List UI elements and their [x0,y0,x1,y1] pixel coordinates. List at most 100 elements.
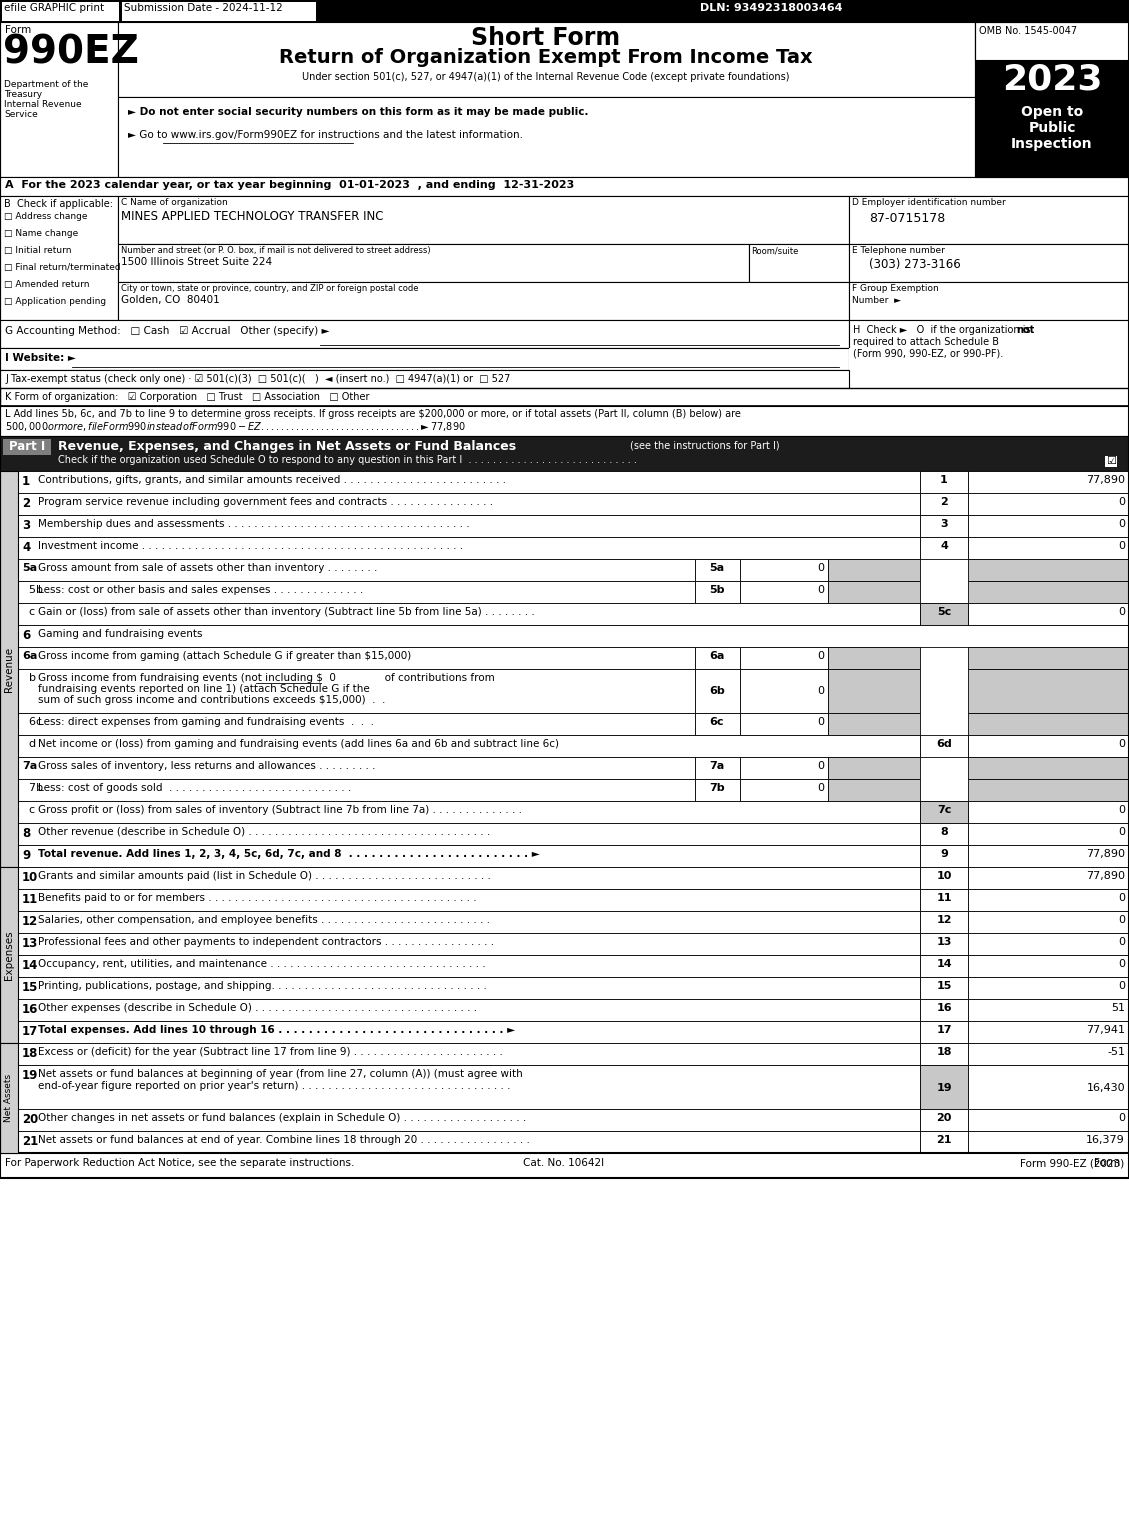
Text: 14: 14 [936,959,952,968]
Text: □ Final return/terminated: □ Final return/terminated [5,262,121,271]
Text: 7b: 7b [21,782,43,793]
Bar [920,910,968,933]
Text: 6c: 6c [710,717,724,727]
Text: b: b [21,673,36,683]
Bar [828,560,920,581]
Text: Other revenue (describe in Schedule O) . . . . . . . . . . . . . . . . . . . . .: Other revenue (describe in Schedule O) .… [38,827,490,837]
Text: 17: 17 [936,1025,952,1035]
Bar [920,1109,968,1132]
Text: Occupancy, rent, utilities, and maintenance . . . . . . . . . . . . . . . . . . : Occupancy, rent, utilities, and maintena… [38,959,485,968]
Bar [968,933,1129,955]
Text: DLN: 93492318003464: DLN: 93492318003464 [700,3,842,14]
Text: Form 990-EZ (2023): Form 990-EZ (2023) [1019,1157,1124,1168]
Text: Benefits paid to or for members . . . . . . . . . . . . . . . . . . . . . . . . : Benefits paid to or for members . . . . … [38,894,476,903]
Text: required to attach Schedule B: required to attach Schedule B [854,337,999,348]
Text: 12: 12 [21,915,38,929]
Text: Revenue: Revenue [5,647,14,691]
Bar [18,669,695,714]
Bar [18,955,920,978]
Text: 8: 8 [940,827,948,837]
Bar [968,471,1129,493]
Text: Gross amount from sale of assets other than inventory . . . . . . . .: Gross amount from sale of assets other t… [38,563,377,573]
Text: Service: Service [5,110,37,119]
Bar [828,756,920,779]
Text: 1: 1 [21,474,30,488]
Text: 19: 19 [936,1083,952,1093]
Text: sum of such gross income and contributions exceeds $15,000)  .  .: sum of such gross income and contributio… [38,695,385,705]
Text: 15: 15 [936,981,952,991]
Bar [739,581,828,602]
Bar [18,978,920,999]
Text: 16: 16 [936,1003,952,1013]
Bar [920,933,968,955]
Text: 0: 0 [817,782,824,793]
Text: Check if the organization used Schedule O to respond to any question in this Par: Check if the organization used Schedule … [58,454,637,465]
Bar [119,282,849,320]
Text: Part I: Part I [9,441,45,453]
Bar [968,845,1129,868]
Bar [975,21,1129,177]
Bar [739,756,828,779]
Text: 2: 2 [21,497,30,509]
Bar [920,845,968,868]
Text: Gross sales of inventory, less returns and allowances . . . . . . . . .: Gross sales of inventory, less returns a… [38,761,376,772]
Text: 5b: 5b [709,586,725,595]
Bar [18,801,920,824]
Bar [18,1132,920,1153]
Bar [849,197,1129,244]
Text: Membership dues and assessments . . . . . . . . . . . . . . . . . . . . . . . . : Membership dues and assessments . . . . … [38,518,470,529]
Bar [920,602,968,625]
Bar [18,471,920,493]
Bar [968,537,1129,560]
Text: Professional fees and other payments to independent contractors . . . . . . . . : Professional fees and other payments to … [38,936,495,947]
Text: Less: direct expenses from gaming and fundraising events  .  .  .: Less: direct expenses from gaming and fu… [38,717,374,727]
Text: Revenue, Expenses, and Changes in Net Assets or Fund Balances: Revenue, Expenses, and Changes in Net As… [58,441,516,453]
Text: Department of the: Department of the [5,79,88,88]
Text: Internal Revenue: Internal Revenue [5,101,81,108]
Bar [920,999,968,1022]
Text: 21: 21 [21,1135,38,1148]
Text: Other changes in net assets or fund balances (explain in Schedule O) . . . . . .: Other changes in net assets or fund bala… [38,1113,526,1122]
Text: efile GRAPHIC print: efile GRAPHIC print [5,3,104,14]
Bar [828,801,968,824]
Text: 77,941: 77,941 [1086,1025,1124,1035]
Text: ► Do not enter social security numbers on this form as it may be made public.: ► Do not enter social security numbers o… [128,107,588,117]
Text: Treasury: Treasury [5,90,42,99]
Text: 10: 10 [21,871,38,884]
Bar [18,1109,920,1132]
Text: 0: 0 [1118,541,1124,551]
Text: City or town, state or province, country, and ZIP or foreign postal code: City or town, state or province, country… [121,284,419,293]
Text: 0: 0 [817,686,824,695]
Text: 0: 0 [1118,805,1124,814]
Bar [920,1022,968,1043]
Bar [0,0,1129,1177]
Text: Gross income from gaming (attach Schedule G if greater than $15,000): Gross income from gaming (attach Schedul… [38,651,411,660]
Bar [18,889,920,910]
Text: 6a: 6a [709,651,725,660]
Text: □ Address change: □ Address change [5,212,88,221]
Bar [0,371,849,387]
Bar [920,1043,968,1064]
Text: 5c: 5c [937,607,951,618]
Text: 8: 8 [21,827,30,840]
Text: 13: 13 [936,936,952,947]
Bar [18,581,695,602]
Bar [119,98,975,177]
Text: 20: 20 [21,1113,38,1125]
Bar [739,669,828,714]
Text: J Tax-exempt status (check only one) · ☑ 501(c)(3)  □ 501(c)(   )  ◄ (insert no.: J Tax-exempt status (check only one) · ☑… [5,374,510,384]
Bar [828,779,920,801]
Bar [18,933,920,955]
Text: 7c: 7c [937,805,952,814]
Text: 2023: 2023 [1001,63,1102,96]
Text: H  Check ►   O  if the organization is: H Check ► O if the organization is [854,325,1034,336]
Bar [18,714,695,735]
Text: 77,890: 77,890 [1086,871,1124,881]
Text: Net assets or fund balances at end of year. Combine lines 18 through 20 . . . . : Net assets or fund balances at end of ye… [38,1135,530,1145]
Text: Other expenses (describe in Schedule O) . . . . . . . . . . . . . . . . . . . . : Other expenses (describe in Schedule O) … [38,1003,478,1013]
Bar [739,779,828,801]
Bar [695,647,739,669]
Text: 21: 21 [936,1135,952,1145]
Text: 3: 3 [940,518,948,529]
Bar [18,647,695,669]
